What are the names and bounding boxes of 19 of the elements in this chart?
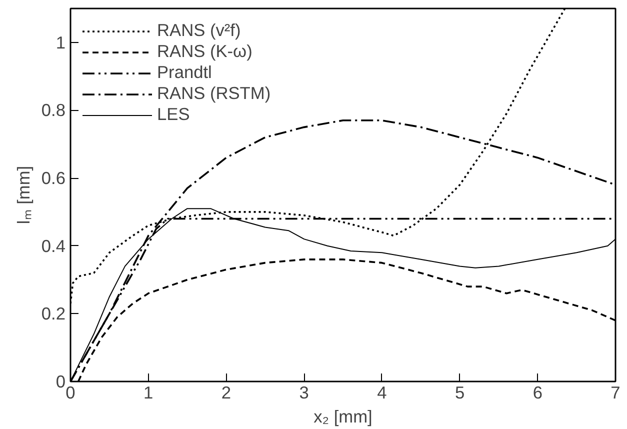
y-axis-title: lₘ [mm] [13, 166, 34, 224]
x-tick-label: 4 [377, 382, 388, 402]
x-axis-title: x₂ [mm] [314, 406, 372, 426]
y-tick-label: 0.2 [41, 304, 66, 324]
y-tick-label: 0.8 [41, 100, 66, 120]
legend-label: RANS (RSTM) [157, 83, 271, 104]
x-tick-label: 7 [610, 382, 620, 402]
x-tick-label: 1 [144, 382, 154, 402]
x-tick-label: 3 [299, 382, 309, 402]
legend-label: RANS (K-ω) [157, 41, 252, 62]
y-tick-label: 0.6 [41, 168, 66, 188]
x-tick-label: 6 [532, 382, 542, 402]
legend-label: LES [157, 104, 190, 125]
y-tick-label: 1 [56, 32, 66, 52]
y-tick-label: 0.4 [41, 236, 66, 256]
x-tick-label: 5 [454, 382, 465, 402]
x-tick-label: 2 [221, 382, 232, 402]
legend-label: RANS (v²f) [157, 20, 241, 41]
legend-label: Prandtl [157, 62, 212, 83]
